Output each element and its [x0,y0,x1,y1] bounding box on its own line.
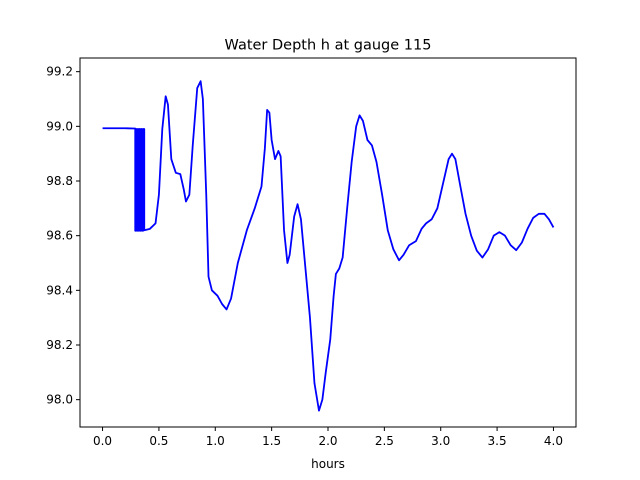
chart-title: Water Depth h at gauge 115 [225,38,432,54]
y-tick-label: 98.2 [46,338,73,352]
x-tick-label: 3.5 [488,434,507,448]
y-tick-label: 99.0 [46,119,73,133]
y-tick-label: 98.4 [46,283,73,297]
x-tick-label: 2.5 [375,434,394,448]
y-tick-label: 98.8 [46,174,73,188]
plot-area [79,57,577,428]
x-tick-label: 2.0 [318,434,337,448]
x-tick-label: 1.5 [262,434,281,448]
x-tick-label: 1.0 [206,434,225,448]
x-tick-label: 4.0 [544,434,563,448]
y-tick-label: 99.2 [46,65,73,79]
y-tick-label: 98.6 [46,229,73,243]
x-axis: 0.0 0.5 1.0 1.5 2.0 2.5 3.0 3.5 4.0 [93,427,563,448]
y-axis: 98.0 98.2 98.4 98.6 98.8 99.0 99.2 [46,65,80,407]
x-tick-label: 3.0 [431,434,450,448]
series-line-1 [102,80,555,412]
axes-frame [79,57,577,428]
x-tick-label: 0.0 [93,434,112,448]
x-tick-label: 0.5 [149,434,168,448]
y-tick-label: 98.0 [46,393,73,407]
x-axis-label: hours [311,457,345,471]
